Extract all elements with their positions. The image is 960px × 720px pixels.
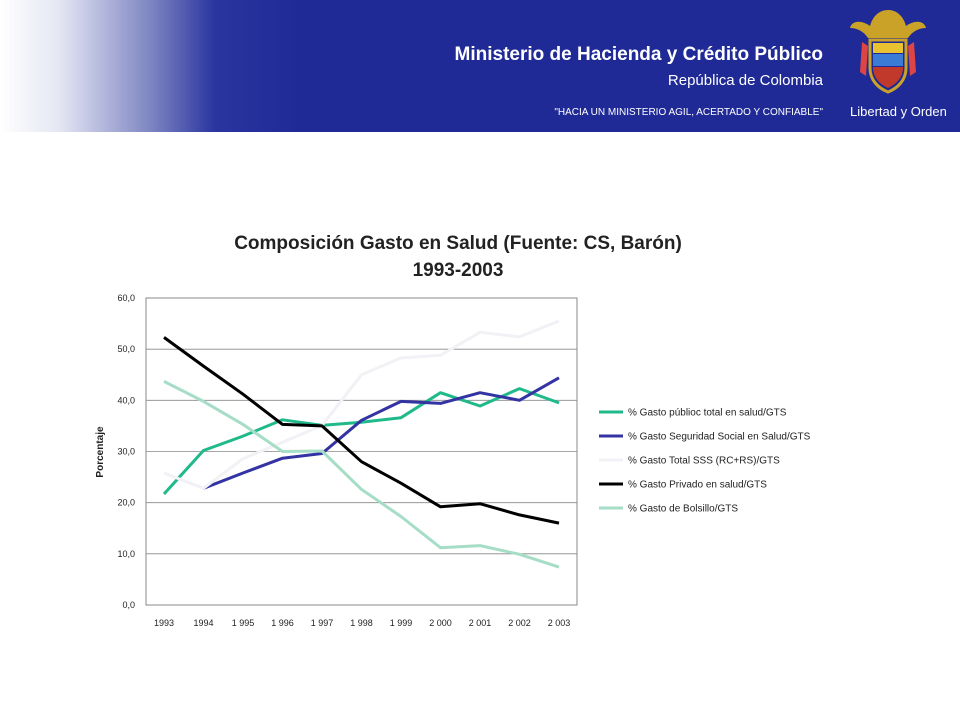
legend-label: % Gasto Privado en salud/GTS [628,480,767,491]
series-line [163,336,560,525]
series-line [202,376,560,490]
legend-label: % Gasto de Bolsillo/GTS [628,504,738,515]
series-line [163,319,560,490]
seal-caption: Libertad y Orden [850,104,947,119]
x-tick-label: 2 003 [548,618,571,628]
chart-title: Composición Gasto en Salud (Fuente: CS, … [234,233,682,254]
legend-label: % Gasto públioc total en salud/GTS [628,408,787,419]
ministry-name: Ministerio de Hacienda y Crédito Público [454,44,823,65]
series-line [162,387,560,496]
y-tick-label: 10,0 [117,549,135,559]
legend-label: % Gasto Total SSS (RC+RS)/GTS [628,456,780,467]
x-tick-label: 2 000 [429,618,452,628]
chart-subtitle: 1993-2003 [412,260,504,281]
x-tick-label: 1 999 [390,618,413,628]
x-tick-label: 2 002 [508,618,531,628]
y-tick-label: 0,0 [122,600,135,610]
x-tick-label: 1 998 [350,618,373,628]
y-tick-label: 20,0 [117,498,135,508]
y-tick-label: 30,0 [117,447,135,457]
x-tick-label: 1 995 [232,618,255,628]
y-tick-label: 40,0 [117,395,135,405]
y-tick-label: 50,0 [117,344,135,354]
x-tick-label: 1 997 [311,618,334,628]
republic-name: República de Colombia [667,72,823,89]
x-tick-label: 1 996 [271,618,294,628]
coat-of-arms-icon [850,10,926,94]
header-band: Ministerio de Hacienda y Crédito Público… [0,0,960,132]
y-axis-label: Porcentaje [95,426,106,478]
y-tick-label: 60,0 [117,293,135,303]
x-tick-label: 1994 [193,618,213,628]
series-line [163,380,560,569]
x-tick-label: 2 001 [469,618,492,628]
chart-title-block: Composición Gasto en Salud (Fuente: CS, … [158,230,758,284]
legend-label: % Gasto Seguridad Social en Salud/GTS [628,432,811,443]
ministry-motto: "HACIA UN MINISTERIO AGIL, ACERTADO Y CO… [554,107,823,118]
x-tick-label: 1993 [154,618,174,628]
